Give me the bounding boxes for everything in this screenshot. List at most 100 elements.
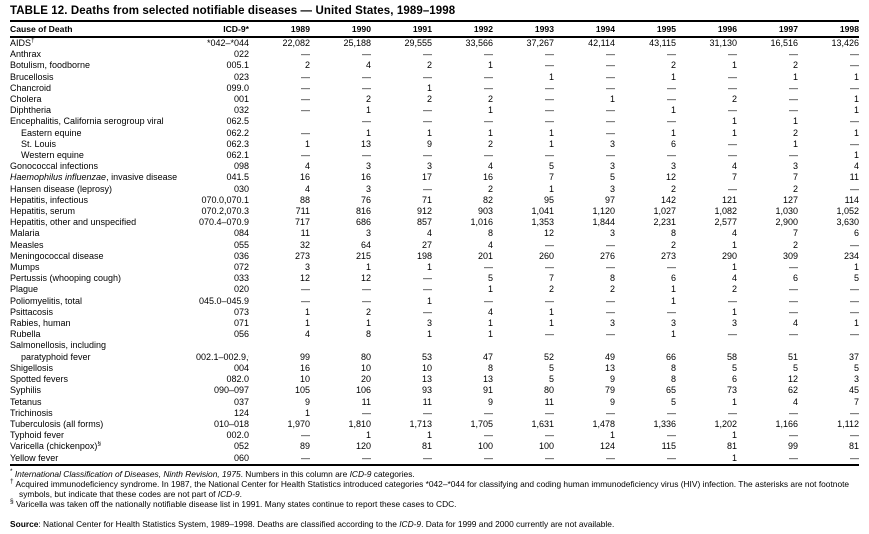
year-value-cell: 273 [294, 250, 310, 261]
icd-code-cell: 062.5 [226, 116, 249, 127]
year-value-cell: 2 [670, 60, 676, 71]
table-row: Malaria 084 11 3 4 8 12 3 8 4 7 6 [10, 228, 859, 239]
year-value-cell: 1 [426, 82, 432, 93]
year-value-cell: 7 [792, 172, 798, 183]
year-value-cell: — [484, 262, 493, 273]
text-segment: * [10, 467, 13, 475]
year-value-cell: 2 [487, 183, 493, 194]
year-value-cell: 142 [660, 194, 676, 205]
year-value-cell: — [484, 295, 493, 306]
year-value-cell: 1 [304, 407, 310, 418]
icd-code-cell: 082.0 [226, 374, 249, 385]
table-row: Typhoid fever 002.0 — 1 1 — — 1 — 1 — — [10, 430, 859, 441]
year-value-cell: 2 [792, 127, 798, 138]
year-value-cell: 1 [426, 329, 432, 340]
year-value-cell: 8 [670, 362, 676, 373]
year-value-cell: 99 [787, 441, 798, 452]
icd-code-cell: 070.4–070.9 [198, 217, 249, 228]
cause-of-death-cell: Typhoid fever [10, 430, 65, 441]
year-value-cell [676, 340, 737, 351]
year-value-cell: 3 [365, 161, 371, 172]
year-value-cell: 1 [426, 430, 432, 441]
year-value-cell: — [728, 82, 737, 93]
year-value-cell: — [545, 329, 554, 340]
year-value-cell: 686 [355, 217, 371, 228]
year-value-cell: 37,267 [526, 38, 554, 48]
cause-of-death-cell: Meningococcal disease [10, 250, 104, 261]
year-value-cell [371, 340, 432, 351]
year-value-cell: 2 [792, 239, 798, 250]
year-value-cell: 2 [548, 284, 554, 295]
year-value-cell: — [850, 329, 859, 340]
text-segment: ICD-9 [349, 468, 372, 479]
year-value-cell: 1,810 [348, 418, 371, 429]
year-value-cell: 1,478 [592, 418, 615, 429]
year-value-cell: 2 [670, 183, 676, 194]
year-value-cell: 95 [543, 194, 554, 205]
year-value-cell: 79 [604, 385, 615, 396]
year-value-cell: 2 [365, 306, 371, 317]
year-value-cell: 1 [548, 71, 554, 82]
icd-code-cell: 022 [233, 49, 249, 60]
year-value-cell: 127 [782, 194, 798, 205]
year-value-cell: — [545, 295, 554, 306]
cause-of-death-cell: Malaria [10, 228, 40, 239]
text-segment: Source [10, 518, 39, 529]
table-row: AIDS† *042–*044 22,082 25,188 29,555 33,566 37… [10, 37, 859, 49]
year-value-cell: 1 [548, 127, 554, 138]
cause-of-death-cell: Brucellosis [10, 71, 54, 82]
year-value-cell: — [432, 452, 493, 466]
cause-of-death-cell: Salmonellosis, including [10, 340, 107, 351]
year-value-cell: — [301, 105, 310, 116]
year-value-cell: — [545, 105, 554, 116]
year-value-cell: 2 [792, 183, 798, 194]
year-value-cell: 9 [304, 396, 310, 407]
icd-code-cell: 062.1 [226, 150, 249, 161]
year-value-cell: 20 [360, 374, 371, 385]
year-value-cell: 49 [604, 351, 615, 362]
year-value-cell: 17 [421, 172, 432, 183]
year-value-cell: 4 [487, 306, 493, 317]
cause-of-death-cell: Diphtheria [10, 105, 52, 116]
year-value-cell: 816 [355, 206, 371, 217]
year-value-cell: 1 [487, 127, 493, 138]
year-value-cell: — [301, 284, 310, 295]
year-value-cell: 2,231 [653, 217, 676, 228]
year-value-cell: — [301, 49, 310, 60]
cause-of-death-cell: Western equine [21, 150, 84, 161]
table-body: AIDS† *042–*044 22,082 25,188 29,555 33,566 37… [10, 37, 859, 466]
year-value-cell: 260 [538, 250, 554, 261]
year-value-cell: 4 [304, 161, 310, 172]
year-value-cell: 66 [665, 351, 676, 362]
year-value-cell: 62 [787, 385, 798, 396]
year-value-cell: 1,336 [653, 418, 676, 429]
year-value-cell: 2 [609, 284, 615, 295]
year-value-cell: 1,052 [836, 206, 859, 217]
icd-code-cell: 002.1–002.9,003 [196, 351, 249, 362]
year-value-cell: — [362, 116, 371, 127]
year-value-cell: 3 [426, 318, 432, 329]
year-value-cell: 1 [731, 306, 737, 317]
icd-code-cell: 052 [233, 441, 249, 452]
year-value-cell: — [362, 150, 371, 161]
year-value-cell: 2 [365, 94, 371, 105]
year-value-cell: — [789, 82, 798, 93]
icd-code-cell: 045.0–045.9 [198, 295, 249, 306]
year-value-cell: — [667, 262, 676, 273]
year-value-cell: 114 [844, 194, 859, 205]
cause-of-death-cell: Anthrax [10, 49, 42, 60]
year-value-cell: 12 [543, 228, 554, 239]
year-value-cell: 52 [543, 351, 554, 362]
table-row: paratyphoid fever 002.1–002.9,003 99 80 53 47… [10, 352, 859, 363]
year-value-cell: 12 [299, 273, 310, 284]
icd-code-cell: 023 [233, 71, 249, 82]
icd-code-cell [196, 340, 249, 351]
year-value-cell: — [850, 82, 859, 93]
year-value-cell: 11 [300, 228, 310, 239]
year-value-cell: 1 [853, 71, 859, 82]
year-value-cell: — [667, 430, 676, 441]
year-value-cell: 2 [731, 94, 737, 105]
year-value-cell: 65 [665, 385, 676, 396]
year-value-cell: 11 [849, 172, 859, 183]
